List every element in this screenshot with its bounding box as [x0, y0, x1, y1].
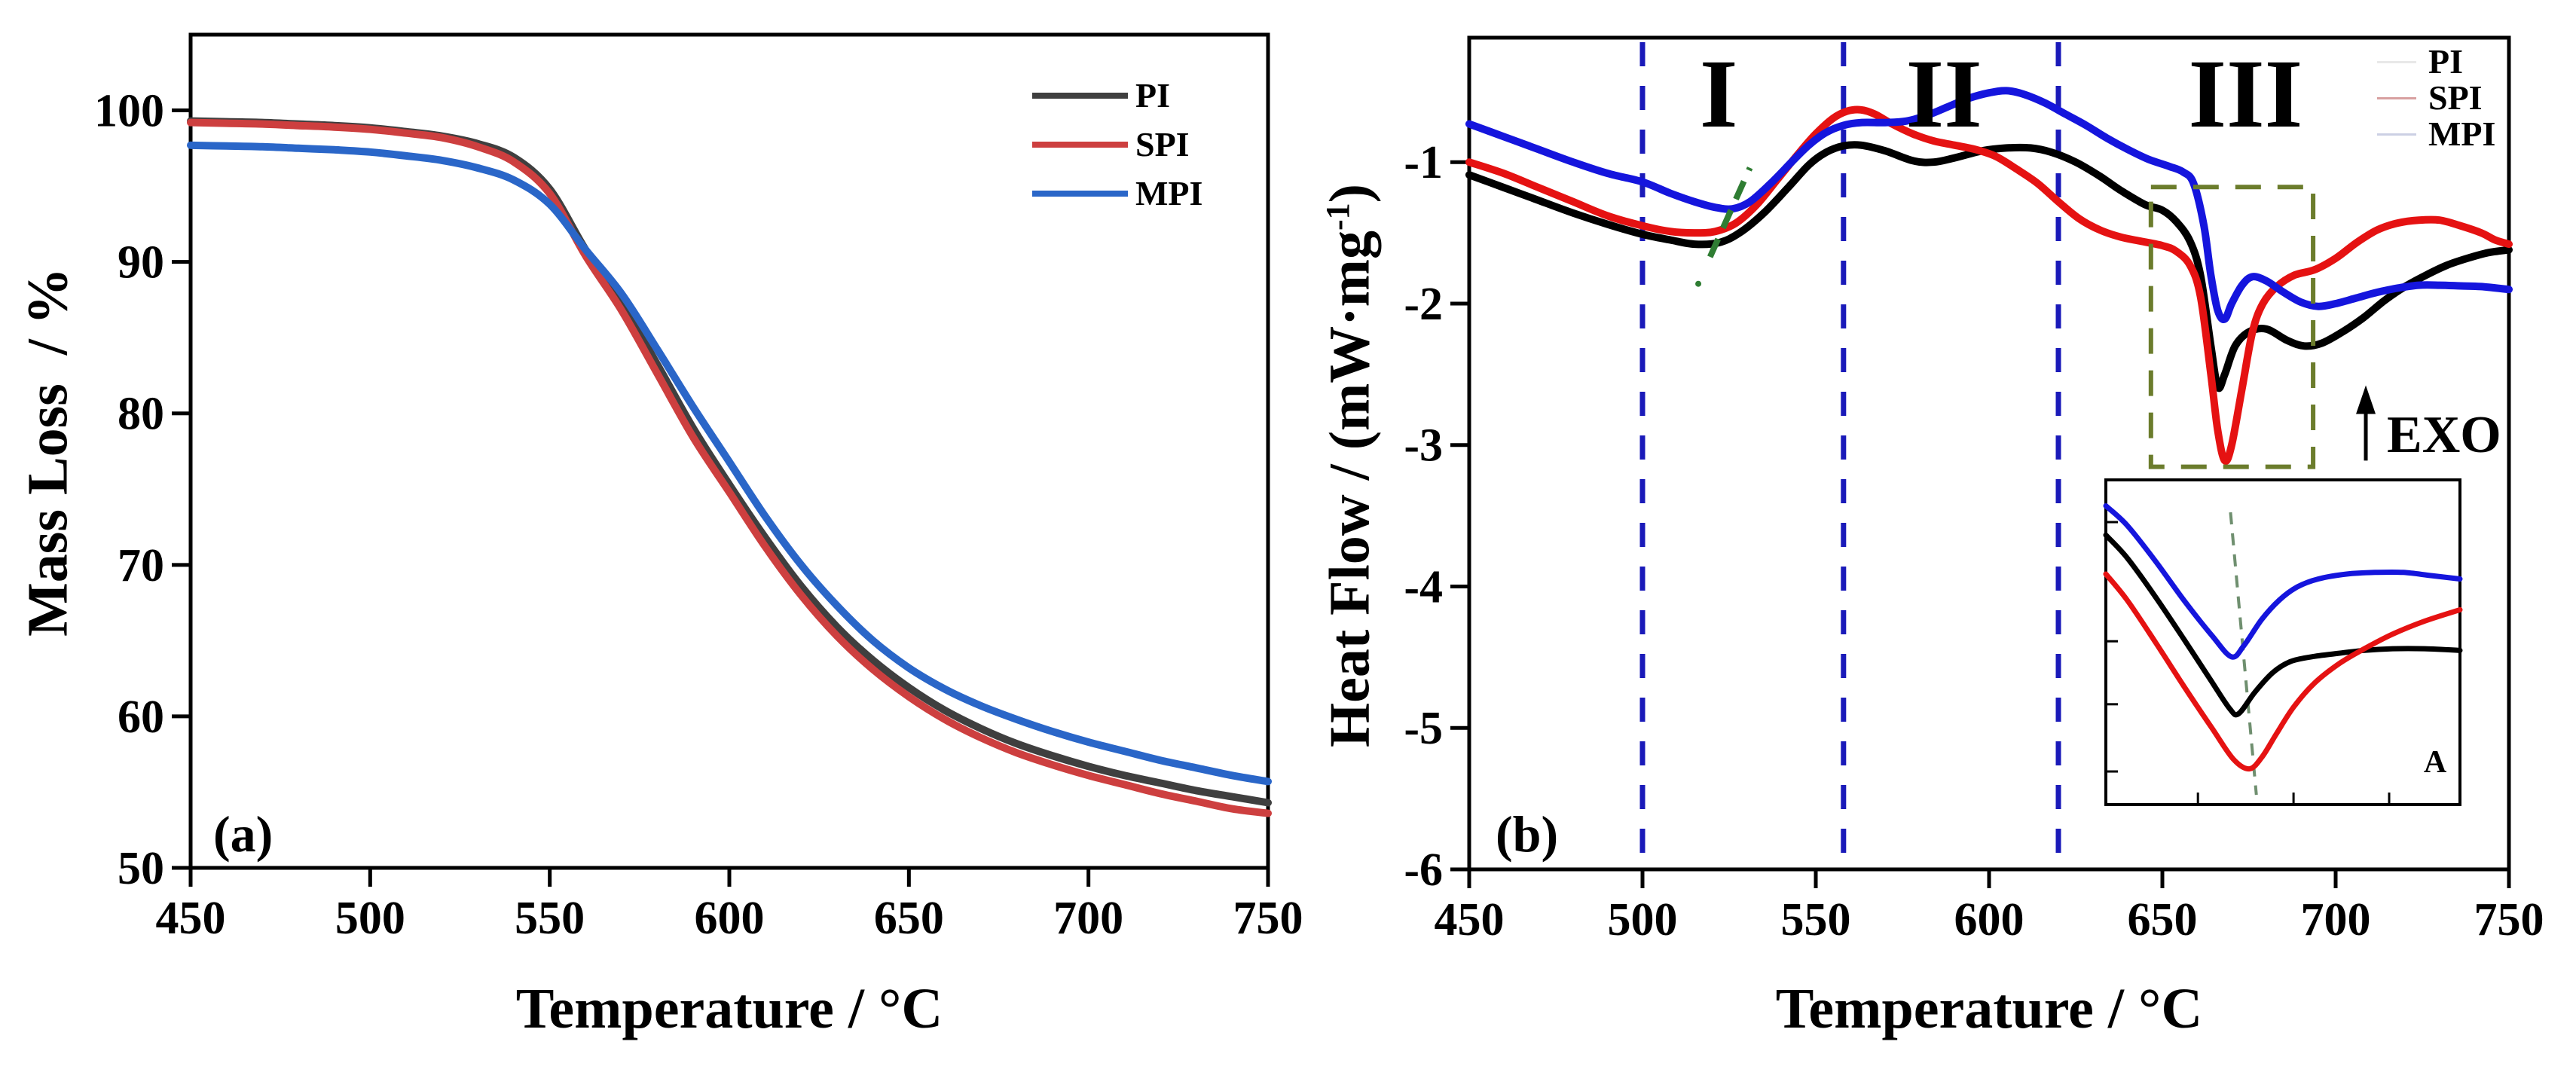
region-label-i: I [1700, 40, 1738, 148]
a-y-tick-label: 80 [118, 389, 164, 440]
exo-label: EXO [2387, 406, 2501, 464]
a-x-tick-label: 700 [1053, 893, 1123, 944]
b-x-tick-label: 450 [1435, 894, 1505, 945]
dsc-inset-chart: A [2103, 478, 2463, 806]
inset-frame [2104, 478, 2461, 806]
a-x-tick-label: 750 [1233, 893, 1303, 944]
legend-label-spi: SPI [1135, 124, 1190, 163]
legend-swatch-spi [2377, 96, 2416, 99]
b-y-tick-label: -4 [1404, 561, 1443, 612]
b-y-tick-label: -3 [1404, 420, 1443, 472]
inset-label: A [2424, 745, 2447, 780]
a-series-mpi [187, 141, 1272, 786]
a-y-tick-label: 100 [94, 86, 164, 137]
legend-item-pi: PI [1032, 71, 1202, 120]
b-series-pi [1465, 141, 2513, 392]
a-x-tick-label: 600 [695, 893, 765, 944]
b-y-tick-label: -5 [1404, 703, 1443, 754]
a-y-tick-label: 70 [118, 540, 164, 591]
onset-tangent-line [1707, 166, 1753, 258]
region-label-ii: II [1906, 40, 1982, 148]
panel-a-y-axis-title: Mass Loss / % [16, 267, 80, 637]
panel-b-legend: PI SPI MPI [2377, 44, 2495, 152]
a-x-tick-label: 500 [335, 893, 405, 944]
b-x-tick-label: 500 [1608, 894, 1678, 945]
a-y-tick-label: 90 [118, 237, 164, 289]
b-x-tick-label: 700 [2301, 894, 2371, 945]
b-y-tick-label: -2 [1404, 279, 1443, 330]
a-x-tick-label: 450 [156, 893, 226, 944]
b-series-mpi [1465, 87, 2513, 323]
panel-b-y-axis-title: Heat Flow / (mW·mg-1) [1318, 184, 1383, 747]
exo-arrow-head [2356, 385, 2376, 414]
panel-b-label: (b) [1496, 805, 1559, 863]
legend-label-pi: PI [2428, 42, 2463, 81]
panel-b-y-axis-title-end: ) [1318, 184, 1382, 203]
legend-swatch-spi [1032, 141, 1128, 148]
onset-tangent-dot [1695, 280, 1702, 287]
inset-series-spi [2103, 571, 2463, 772]
a-x-tick-label: 650 [874, 893, 944, 944]
panel-a-label: (a) [213, 805, 273, 863]
b-y-tick-label: -6 [1404, 845, 1443, 896]
dsc-chart: 450 500 550 600 650 700 750-6-5-4-3-2-1I II III [1404, 35, 2544, 945]
a-series-spi [187, 118, 1272, 817]
legend-item-spi: SPI [2377, 80, 2495, 116]
panel-b-y-axis-title-main: Heat Flow / (mW·mg [1318, 231, 1382, 747]
panel-a-legend: PI SPI MPI [1032, 71, 1202, 218]
legend-label-pi: PI [1135, 75, 1170, 115]
inset-series-mpi [2103, 502, 2463, 660]
legend-swatch-pi [2377, 60, 2416, 63]
legend-label-mpi: MPI [2428, 115, 2496, 153]
legend-label-mpi: MPI [1135, 173, 1203, 212]
peak-highlight-box [2148, 185, 2316, 469]
region-label-iii: III [2189, 40, 2303, 148]
b-x-tick-label: 600 [1954, 894, 2024, 945]
b-x-tick-label: 650 [2128, 894, 2198, 945]
b-y-tick-label: -1 [1404, 137, 1443, 188]
tga-chart: 450 500 550 600 650 700 750 50 60 70 80 90 100 [94, 32, 1303, 944]
legend-swatch-pi [1032, 92, 1128, 99]
a-y-tick-label: 50 [118, 843, 164, 894]
a-y-tick-label: 60 [118, 692, 164, 743]
legend-item-mpi: MPI [2377, 116, 2495, 152]
b-x-tick-label: 550 [1781, 894, 1851, 945]
legend-swatch-mpi [2377, 133, 2416, 136]
inset-peak-guide-line [2229, 512, 2258, 796]
panel-a-x-axis-title: Temperature / °C [515, 977, 943, 1040]
panel-b-x-axis-title: Temperature / °C [1775, 977, 2203, 1040]
a-x-tick-label: 550 [515, 893, 585, 944]
panel-b-y-axis-title-sup: -1 [1319, 203, 1357, 231]
legend-swatch-mpi [1032, 190, 1128, 197]
legend-item-pi: PI [2377, 44, 2495, 80]
b-x-tick-label: 750 [2474, 894, 2544, 945]
legend-item-spi: SPI [1032, 120, 1202, 169]
inset-series-pi [2103, 532, 2463, 718]
b-series-spi [1465, 105, 2513, 466]
legend-label-spi: SPI [2428, 78, 2483, 117]
legend-item-mpi: MPI [1032, 169, 1202, 218]
